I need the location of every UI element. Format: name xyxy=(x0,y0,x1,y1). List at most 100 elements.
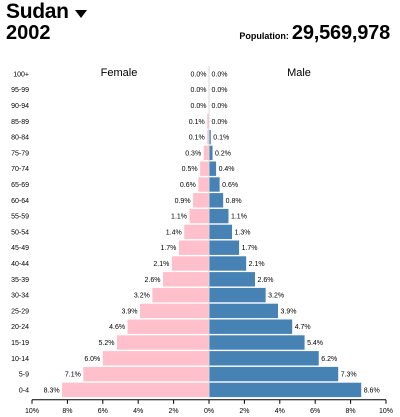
x-tick-label: 6% xyxy=(310,408,320,415)
female-value-label: 3.2% xyxy=(134,293,150,300)
age-label: 5-9 xyxy=(19,372,29,379)
female-bar xyxy=(207,129,209,145)
male-bar xyxy=(209,272,256,287)
female-bar xyxy=(152,287,209,303)
male-value-label: 0.1% xyxy=(213,135,229,142)
male-value-label: 0.2% xyxy=(215,150,231,157)
x-tick-label: 2% xyxy=(239,408,249,415)
female-bar xyxy=(200,161,209,176)
female-value-label: 0.1% xyxy=(189,135,205,142)
female-value-label: 0.5% xyxy=(182,166,198,173)
x-tick-label: 4% xyxy=(133,408,143,415)
male-bar xyxy=(209,129,211,145)
population-readout: Population: 29,569,978 xyxy=(239,22,390,45)
x-tick-label: 8% xyxy=(346,408,356,415)
age-label: 75-79 xyxy=(11,150,29,157)
age-label: 50-54 xyxy=(11,229,29,236)
series-label-female: Female xyxy=(101,67,138,79)
x-tick-label: 2% xyxy=(169,408,179,415)
age-label: 0-4 xyxy=(19,387,29,394)
male-bar xyxy=(209,287,266,303)
chevron-down-icon[interactable] xyxy=(74,9,87,18)
age-label: 45-49 xyxy=(11,245,29,252)
age-label: 65-69 xyxy=(11,182,29,189)
female-bar xyxy=(162,272,209,287)
female-value-label: 0.0% xyxy=(191,103,207,110)
male-value-label: 0.8% xyxy=(226,198,242,205)
age-label: 15-19 xyxy=(11,340,29,347)
female-bar xyxy=(83,366,209,382)
age-label: 20-24 xyxy=(11,324,29,331)
male-value-label: 0.0% xyxy=(212,71,228,78)
female-bar xyxy=(116,335,209,350)
male-value-label: 5.4% xyxy=(307,340,323,347)
male-bar xyxy=(209,319,293,334)
male-bar xyxy=(209,382,362,398)
country-name: Sudan xyxy=(6,0,69,23)
female-value-label: 2.6% xyxy=(145,277,161,284)
male-value-label: 4.7% xyxy=(295,324,311,331)
male-value-label: 1.3% xyxy=(235,229,251,236)
age-label: 55-59 xyxy=(11,214,29,221)
male-bar xyxy=(209,161,217,176)
male-value-label: 7.3% xyxy=(341,372,357,379)
male-bar xyxy=(209,256,247,271)
x-tick-label: 10% xyxy=(379,408,393,415)
female-value-label: 2.1% xyxy=(153,261,169,268)
female-value-label: 1.1% xyxy=(171,214,187,221)
male-value-label: 0.0% xyxy=(212,119,228,126)
male-value-label: 3.9% xyxy=(281,308,297,315)
male-value-label: 1.7% xyxy=(242,245,258,252)
female-bar xyxy=(178,240,209,255)
age-label: 40-44 xyxy=(11,261,29,268)
female-value-label: 1.7% xyxy=(160,245,176,252)
age-label: 95-99 xyxy=(11,87,29,94)
x-tick-label: 10% xyxy=(25,408,39,415)
x-tick-label: 6% xyxy=(98,408,108,415)
male-value-label: 2.6% xyxy=(258,277,274,284)
female-bar xyxy=(171,256,209,271)
female-value-label: 4.6% xyxy=(109,324,125,331)
age-label: 30-34 xyxy=(11,293,29,300)
male-bar xyxy=(209,351,319,366)
male-value-label: 0.0% xyxy=(212,103,228,110)
age-label: 85-89 xyxy=(11,119,29,126)
male-bar xyxy=(209,177,220,192)
male-value-label: 2.1% xyxy=(249,261,265,268)
female-bar xyxy=(127,319,209,334)
age-label: 35-39 xyxy=(11,277,29,284)
female-bar xyxy=(203,145,209,161)
male-value-label: 0.0% xyxy=(212,87,228,94)
country-selector[interactable]: Sudan xyxy=(6,0,87,24)
age-label: 70-74 xyxy=(11,166,29,173)
female-bar xyxy=(62,382,210,398)
male-bar xyxy=(209,335,305,350)
age-label: 10-14 xyxy=(11,356,29,363)
age-label: 80-84 xyxy=(11,135,29,142)
x-tick-label: 8% xyxy=(62,408,72,415)
female-bar xyxy=(207,114,209,129)
male-value-label: 0.4% xyxy=(219,166,235,173)
male-value-label: 3.2% xyxy=(268,293,284,300)
female-value-label: 5.2% xyxy=(98,340,114,347)
male-value-label: 0.6% xyxy=(222,182,238,189)
female-value-label: 0.0% xyxy=(191,71,207,78)
x-tick-label: 4% xyxy=(275,408,285,415)
male-value-label: 8.6% xyxy=(364,387,380,394)
female-value-label: 7.1% xyxy=(65,372,81,379)
male-bar xyxy=(209,208,229,224)
female-value-label: 3.9% xyxy=(122,308,138,315)
female-value-label: 1.4% xyxy=(166,229,182,236)
age-label: 90-94 xyxy=(11,103,29,110)
age-label: 100+ xyxy=(13,71,29,78)
male-value-label: 6.2% xyxy=(321,356,337,363)
female-value-label: 0.0% xyxy=(191,87,207,94)
male-bar xyxy=(209,366,339,382)
female-value-label: 0.3% xyxy=(185,150,201,157)
female-value-label: 8.3% xyxy=(44,387,60,394)
female-bar xyxy=(189,208,209,224)
male-bar xyxy=(209,145,213,161)
male-bar xyxy=(209,224,233,240)
population-value: 29,569,978 xyxy=(291,22,390,44)
